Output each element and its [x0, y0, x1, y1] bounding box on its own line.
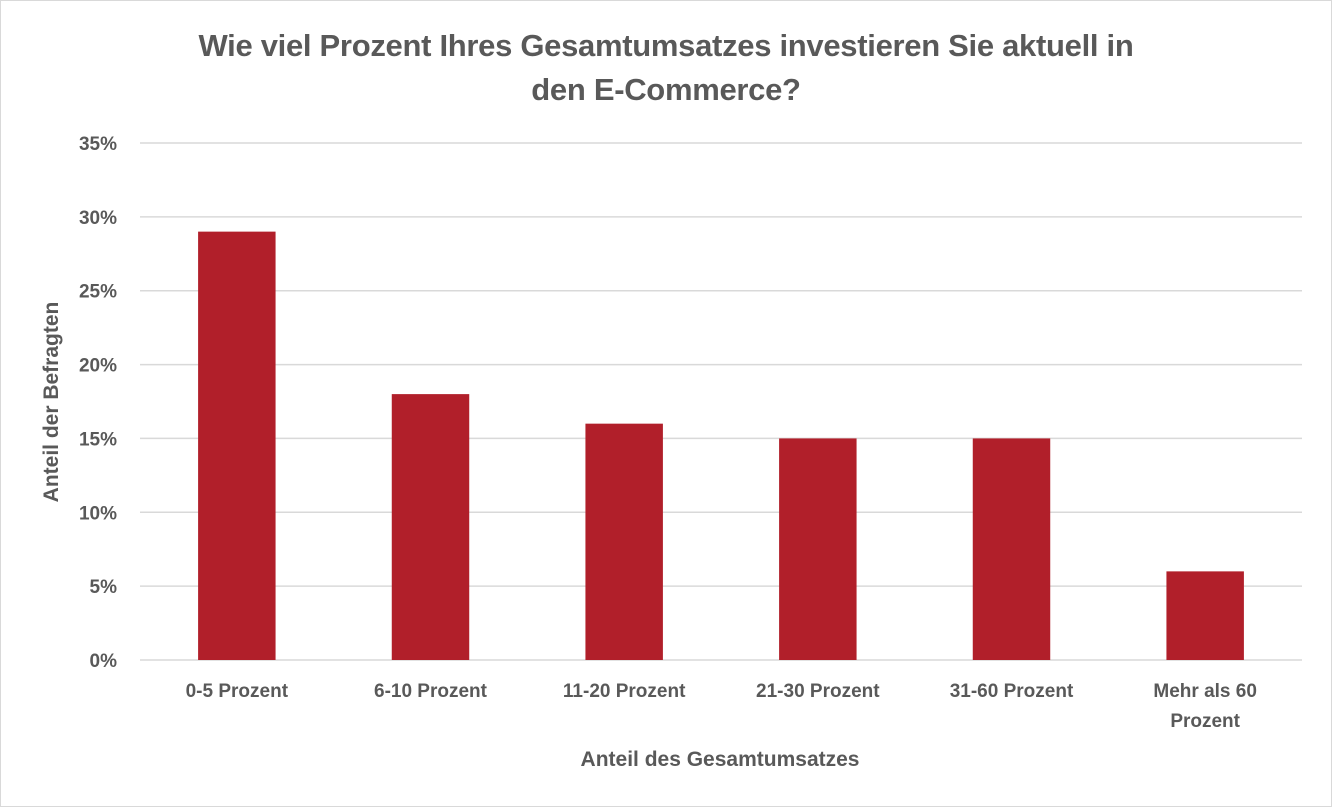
y-tick-label: 25% [79, 282, 117, 303]
y-tick-label: 0% [90, 651, 118, 672]
bars [198, 231, 1244, 660]
chart-title-line-1: Wie viel Prozent Ihres Gesamtumsatzes in… [198, 28, 1134, 63]
bar [391, 394, 470, 660]
gridlines [140, 142, 1302, 661]
bar [1166, 571, 1244, 660]
bar [972, 438, 1051, 660]
chart-title: Wie viel Prozent Ihres Gesamtumsatzes in… [0, 24, 1332, 112]
y-tick-label: 30% [79, 208, 117, 229]
chart-title-line-2: den E-Commerce? [531, 72, 801, 107]
y-axis-title: Anteil der Befragten [40, 302, 63, 503]
x-tick-label: 0-5 Prozent [186, 681, 289, 702]
x-axis-ticks: 0-5 Prozent 6-10 Prozent 11-20 Prozent 21-3… [186, 681, 1257, 732]
y-tick-label: 35% [79, 134, 117, 155]
x-tick-label: 11-20 Prozent [563, 681, 686, 702]
x-tick-label: 6-10 Prozent [374, 681, 488, 702]
y-axis-ticks: 0% 5% 10% 15% 20% 25% 30% 35% [79, 134, 117, 672]
bar [585, 423, 663, 660]
x-tick-label: Mehr als 60 [1153, 681, 1257, 702]
x-axis-title: Anteil des Gesamtumsatzes [581, 748, 860, 771]
y-tick-label: 10% [79, 503, 117, 524]
x-tick-label: 21-30 Prozent [756, 681, 880, 702]
y-tick-label: 20% [79, 356, 117, 377]
x-tick-label: 31-60 Prozent [950, 681, 1074, 702]
y-tick-label: 15% [79, 429, 117, 450]
bar [198, 231, 276, 660]
y-tick-label: 5% [90, 577, 118, 598]
bar [779, 438, 857, 660]
x-tick-label: Prozent [1170, 711, 1240, 732]
